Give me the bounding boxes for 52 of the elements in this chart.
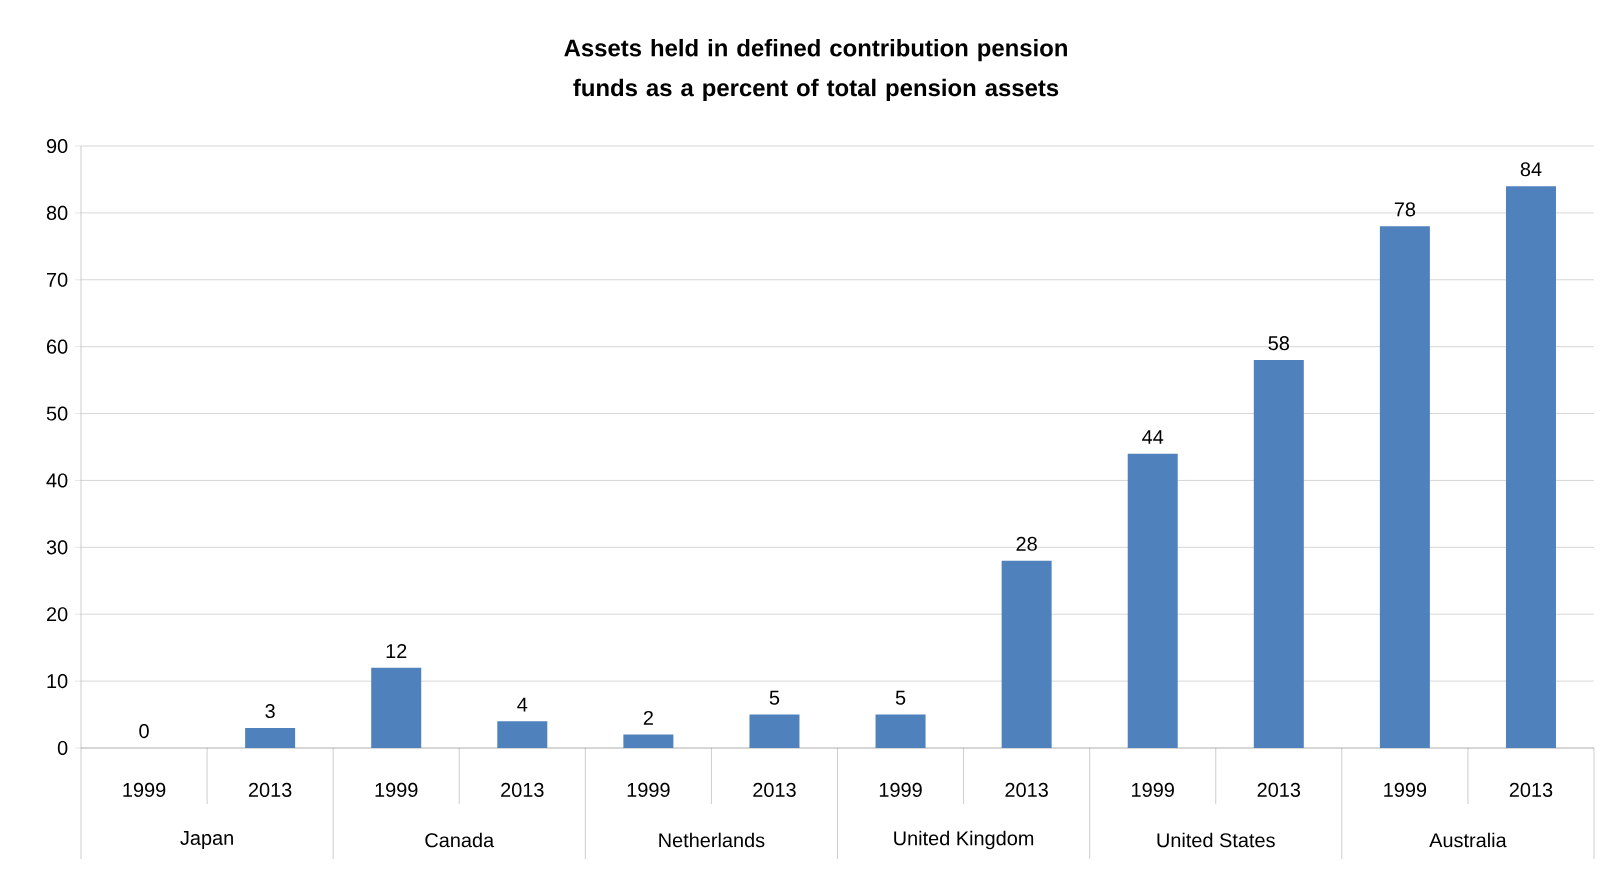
y-tick-label: 40 — [46, 473, 68, 488]
x-tick-label: 2013 — [1257, 782, 1301, 797]
text: Japan — [180, 831, 233, 849]
x-tick-label: 2013 — [248, 782, 292, 797]
x-tick-label: 2013 — [1509, 782, 1553, 797]
data-label: 58 — [1268, 336, 1290, 351]
x-tick-label: 1999 — [123, 782, 166, 797]
y-tick-label: 80 — [46, 205, 68, 220]
data-label: 28 — [1016, 536, 1037, 551]
x-tick-label: 2013 — [501, 782, 544, 797]
data-label: 5 — [895, 690, 906, 705]
bar — [1505, 186, 1556, 748]
y-tick-label: 50 — [46, 406, 68, 421]
y-tick-label: 60 — [47, 339, 68, 354]
bar — [623, 734, 674, 748]
x-tick-label: 1999 — [1132, 782, 1174, 797]
text: Netherlands — [659, 832, 765, 848]
data-label: 2 — [643, 710, 653, 725]
chart-title: Assets held in defined contribution pension funds as a percent of total pension assets — [564, 38, 1067, 102]
data-label: 4 — [517, 697, 528, 712]
text: United States — [1157, 832, 1275, 848]
data-label: 78 — [1394, 202, 1416, 217]
y-tick-label: 90 — [46, 138, 68, 154]
text: Canada — [425, 832, 495, 848]
bar — [1001, 560, 1052, 748]
bar — [245, 727, 296, 748]
bar — [1253, 360, 1304, 748]
x-tick-label: 2013 — [753, 782, 796, 797]
text: Australia — [1429, 832, 1507, 848]
x-tick-label: 1999 — [627, 782, 670, 797]
bar — [1379, 226, 1430, 748]
data-label: 0 — [139, 724, 149, 739]
x-tick-label: 1999 — [375, 782, 418, 797]
bar — [875, 714, 926, 748]
bar — [749, 714, 800, 748]
y-tick-label: 70 — [47, 272, 68, 287]
data-label: 12 — [386, 643, 407, 658]
y-tick-label: 0 — [57, 740, 68, 756]
data-label: 3 — [265, 703, 275, 719]
data-label: 84 — [1520, 162, 1542, 177]
x-tick-label: 2013 — [1005, 782, 1048, 797]
bar — [497, 721, 548, 748]
bar — [371, 667, 422, 748]
x-tick-label: 1999 — [879, 782, 922, 797]
x-tick-label: 1999 — [1384, 782, 1427, 797]
y-tick-label: 30 — [46, 540, 68, 555]
data-label: 44 — [1142, 430, 1164, 444]
y-tick-label: 10 — [47, 674, 68, 689]
data-label: 5 — [769, 690, 780, 705]
y-tick-label: 20 — [46, 607, 68, 622]
bar — [1127, 453, 1178, 748]
text: United Kingdom — [894, 830, 1034, 850]
